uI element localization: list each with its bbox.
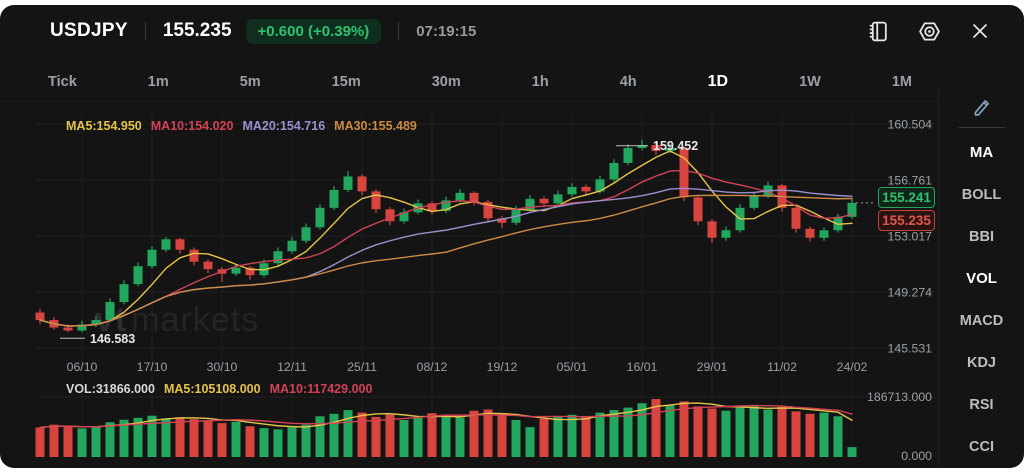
indicator-bbi[interactable]: BBI [969, 229, 994, 245]
date-axis-label: 30/10 [207, 360, 238, 374]
price-axis-label: 156.761 [888, 174, 933, 188]
tab-1d[interactable]: 1D [707, 72, 729, 90]
tab-4h[interactable]: 4h [619, 73, 637, 90]
header: USDJPY 155.235 +0.600 (+0.39%) 07:19:15 [0, 5, 1024, 57]
date-axis-label: 25/11 [347, 360, 377, 374]
timeframe-tabs: Tick 1m 5m 15m 30m 1h 4h 1D 1W 1M [0, 62, 938, 102]
date-axis-label: 24/02 [837, 360, 868, 374]
legend-item: MA5:105108.000 [163, 382, 261, 396]
price-axis-label: 160.504 [888, 118, 933, 132]
sidebar-divider [958, 127, 1005, 128]
indicator-kdj[interactable]: KDJ [966, 355, 996, 371]
date-axis-label: 17/10 [137, 360, 168, 374]
indicator-cci[interactable]: CCI [969, 439, 994, 455]
server-time: 07:19:15 [416, 22, 477, 40]
price-axis-label: 153.017 [888, 230, 933, 244]
draw-pencil-icon[interactable] [939, 87, 1024, 125]
settings-gear-icon[interactable] [917, 19, 941, 43]
symbol-title: USDJPY [50, 20, 128, 41]
ask-price-box: 155.241 [878, 186, 935, 208]
legend-item: MA10:154.020 [150, 119, 234, 133]
header-divider [398, 22, 400, 40]
date-axis-label: 06/10 [67, 360, 98, 374]
date-axis-label: 11/02 [767, 360, 797, 374]
tab-15m[interactable]: 15m [331, 73, 361, 90]
tab-30m[interactable]: 30m [431, 73, 461, 90]
volume-axis-label: 0.000 [901, 449, 932, 463]
high-annotation: 159.452 [653, 139, 698, 153]
date-axis-label: 16/01 [627, 360, 658, 374]
indicator-rsi[interactable]: RSI [969, 397, 994, 413]
volume-legend: VOL:31866.000 MA5:105108.000 MA10:117429.0… [66, 382, 381, 396]
date-axis-label: 12/11 [277, 360, 307, 374]
tab-1w[interactable]: 1W [799, 73, 821, 90]
ma-overlays [39, 150, 853, 327]
date-axis-label: 08/12 [417, 360, 448, 374]
indicator-boll[interactable]: BOLL [961, 187, 1002, 203]
legend-item: MA20:154.716 [242, 119, 326, 133]
indicator-ma[interactable]: MA [969, 144, 994, 161]
low-annotation: 146.583 [90, 332, 135, 346]
legend-item: MA10:117429.000 [269, 382, 373, 396]
ma-legend: MA5:154.950 MA10:154.020 MA20:154.716 MA30:… [66, 119, 426, 133]
date-axis-label: 05/01 [557, 360, 588, 374]
header-divider [144, 22, 146, 40]
date-axis-label: 19/12 [487, 360, 518, 374]
legend-item: VOL:31866.000 [66, 382, 155, 396]
header-icons [866, 19, 1024, 43]
last-price: 155.235 [162, 20, 232, 41]
tab-1m[interactable]: 1m [147, 73, 169, 90]
close-icon[interactable] [968, 19, 992, 43]
tab-1m[interactable]: 1M [891, 73, 912, 90]
bid-price-box: 155.235 [878, 209, 935, 231]
indicator-macd[interactable]: MACD [959, 313, 1004, 329]
candlestick-chart: 160.504 156.761 153.017 149.274 145.531 18671… [35, 113, 935, 463]
indicator-list: MA BOLL BBI VOL MACD KDJ RSI CCI [939, 132, 1024, 468]
indicator-vol[interactable]: VOL [966, 270, 997, 287]
date-axis-label: 29/01 [697, 360, 728, 374]
tab-1h[interactable]: 1h [531, 73, 549, 90]
volume-pane [35, 399, 857, 457]
journal-icon[interactable] [866, 19, 890, 43]
change-badge: +0.600 (+0.39%) [245, 18, 382, 44]
tab-tick[interactable]: Tick [48, 73, 77, 90]
chart-widget: USDJPY 155.235 +0.600 (+0.39%) 07:19:15 [0, 5, 1024, 468]
tab-5m[interactable]: 5m [239, 73, 261, 90]
legend-item: MA5:154.950 [66, 119, 142, 133]
legend-item: MA30:155.489 [334, 119, 417, 133]
price-axis-label: 149.274 [888, 286, 933, 300]
volume-axis-label: 186713.000 [867, 390, 932, 404]
indicator-sidebar: MA BOLL BBI VOL MACD KDJ RSI CCI [938, 87, 1024, 468]
price-axis-label: 145.531 [888, 342, 933, 356]
